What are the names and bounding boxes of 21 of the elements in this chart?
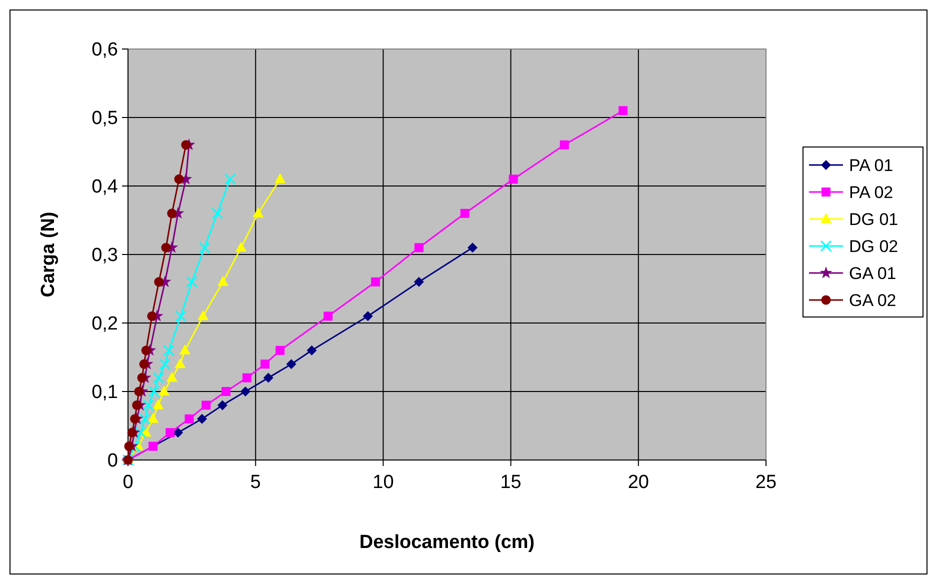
legend-label: DG 01 xyxy=(849,210,898,229)
legend-label: DG 02 xyxy=(849,236,898,256)
legend-label: PA 01 xyxy=(849,156,894,175)
x-tick-label: 20 xyxy=(628,472,649,493)
x-tick-label: 10 xyxy=(372,472,394,493)
y-tick-label: 0 xyxy=(107,450,118,472)
x-tick-label: 5 xyxy=(250,472,261,493)
y-tick-label: 0,1 xyxy=(92,382,118,404)
legend-label: GA 02 xyxy=(849,290,896,310)
y-axis-title: Carga (N) xyxy=(38,212,59,298)
x-tick-label: 25 xyxy=(755,472,777,493)
y-tick-label: 0,3 xyxy=(92,245,118,266)
y-tick-label: 0,4 xyxy=(92,176,118,198)
legend-label: PA 02 xyxy=(849,182,894,202)
y-tick-label: 0,5 xyxy=(92,108,118,130)
legend-label: GA 01 xyxy=(849,264,896,283)
x-tick-label: 0 xyxy=(122,472,134,493)
x-axis-title: Deslocamento (cm) xyxy=(359,532,535,553)
y-tick-label: 0,6 xyxy=(92,40,118,61)
y-tick-label: 0,2 xyxy=(92,314,118,335)
x-tick-label: 15 xyxy=(500,472,522,493)
